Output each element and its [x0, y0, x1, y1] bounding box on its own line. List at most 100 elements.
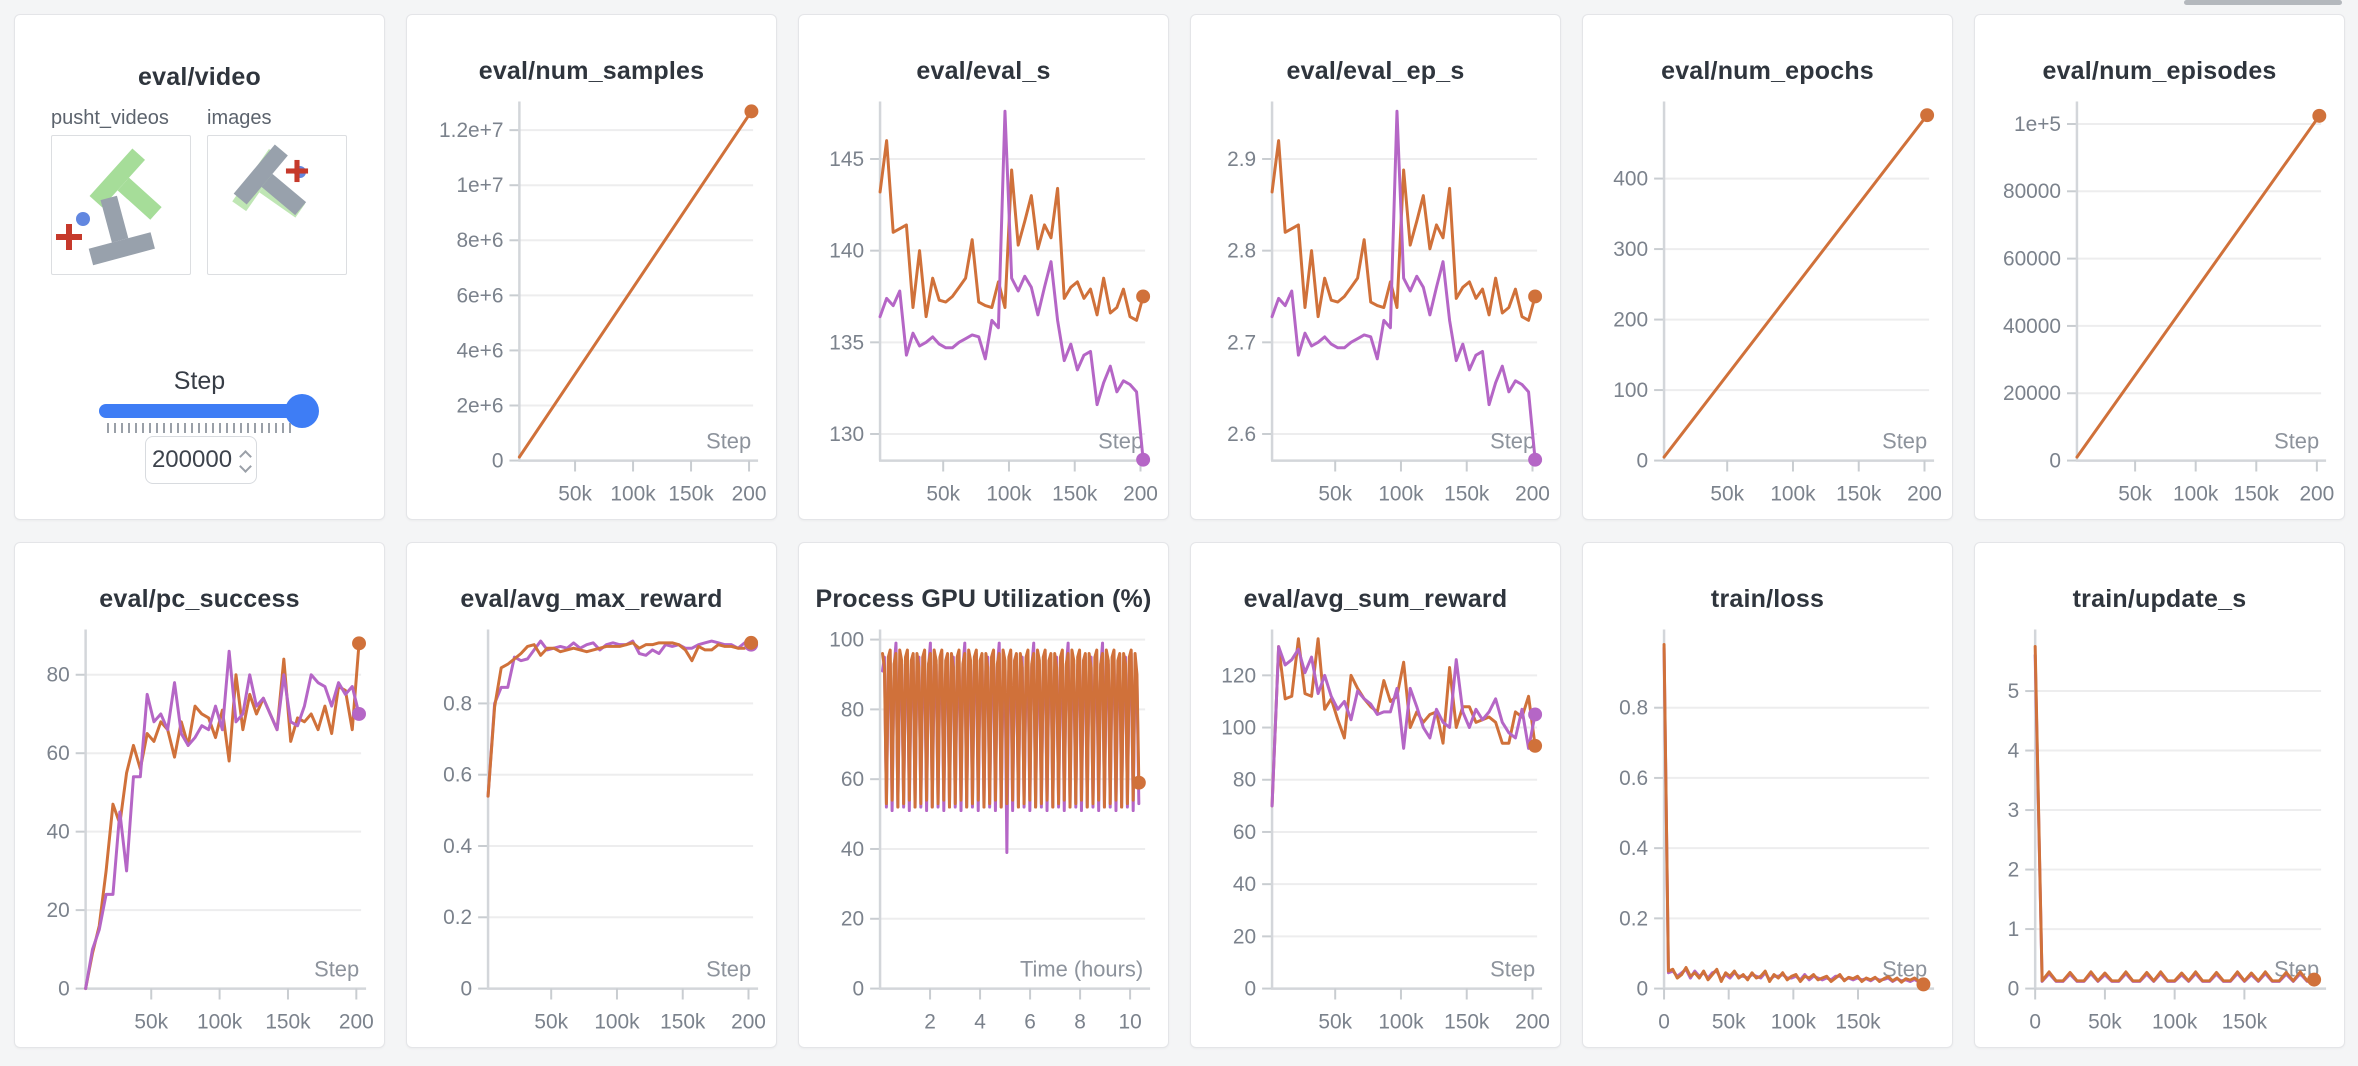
svg-text:100k: 100k	[1378, 482, 1424, 505]
svg-text:100: 100	[1613, 379, 1648, 402]
panel-title: eval/avg_sum_reward	[1243, 585, 1508, 613]
svg-text:20: 20	[46, 899, 69, 922]
images-gray-t-shape	[233, 144, 323, 234]
svg-text:100k: 100k	[197, 1010, 243, 1033]
svg-text:0.2: 0.2	[443, 906, 472, 929]
svg-text:0.8: 0.8	[443, 692, 472, 715]
svg-text:150k: 150k	[2222, 1010, 2268, 1033]
svg-text:40: 40	[841, 838, 864, 861]
svg-text:0: 0	[1637, 978, 1649, 1001]
svg-text:1e+7: 1e+7	[456, 174, 503, 197]
panel-train-loss: train/loss 0 0.2 0.4 0.6 0.8 0 50k 100k 150k Step	[1582, 542, 1953, 1048]
svg-text:1: 1	[2008, 918, 2020, 941]
panel-eval-avg-max-reward: eval/avg_max_reward 0 0.2 0.4 0.6 0.8 50k 100k…	[406, 542, 777, 1048]
svg-text:50k: 50k	[134, 1010, 168, 1033]
step-input[interactable]: 200000	[145, 436, 257, 484]
svg-text:2.7: 2.7	[1227, 331, 1256, 354]
svg-text:140: 140	[829, 240, 864, 263]
svg-text:100k: 100k	[594, 1010, 640, 1033]
svg-text:50k: 50k	[926, 482, 960, 505]
svg-text:100k: 100k	[1771, 1010, 1817, 1033]
svg-text:100: 100	[1221, 717, 1256, 740]
svg-text:60: 60	[841, 768, 864, 791]
svg-text:145: 145	[829, 148, 864, 171]
stepper-down-icon[interactable]	[239, 460, 252, 473]
svg-text:2e+6: 2e+6	[456, 394, 503, 417]
svg-text:200: 200	[2299, 482, 2334, 505]
chart-eval-avg-max-reward[interactable]: 0 0.2 0.4 0.6 0.8 50k 100k 150k 200 Step	[407, 543, 776, 1046]
svg-text:300: 300	[1613, 238, 1648, 261]
svg-text:100k: 100k	[1378, 1010, 1424, 1033]
svg-text:20000: 20000	[2003, 382, 2061, 405]
svg-text:80: 80	[1233, 769, 1256, 792]
media-caption-pusht-videos: pusht_videos	[51, 107, 169, 129]
svg-text:50k: 50k	[2118, 482, 2152, 505]
step-input-steppers[interactable]	[239, 449, 252, 473]
svg-text:200: 200	[731, 1010, 766, 1033]
svg-text:0.4: 0.4	[443, 835, 472, 858]
svg-text:8e+6: 8e+6	[456, 229, 503, 252]
step-slider-handle[interactable]	[285, 394, 319, 428]
svg-text:3: 3	[2008, 799, 2020, 822]
chart-process-gpu-utilization[interactable]: 0 20 40 60 80 100 2 4 6 8 10 Time (hours)	[799, 543, 1168, 1046]
step-input-value[interactable]: 200000	[151, 446, 233, 473]
svg-text:50k: 50k	[1318, 1010, 1352, 1033]
images-goal-cross-icon	[285, 159, 309, 183]
svg-text:150k: 150k	[265, 1010, 311, 1033]
chart-eval-num-epochs[interactable]: 0 100 200 300 400 50k 100k 150k 200 Step	[1583, 15, 1952, 518]
panel-eval-num-samples: eval/num_samples 0 2e+6 4e+6 6e+6 8e+6 1e+7 1.…	[406, 14, 777, 520]
svg-text:0: 0	[1637, 450, 1649, 473]
panel-title: eval/pc_success	[99, 585, 300, 613]
panel-eval-eval-s: eval/eval_s 130 135 140 145 50k 100k 150k 200 St…	[798, 14, 1169, 520]
svg-text:4e+6: 4e+6	[456, 339, 503, 362]
svg-text:0: 0	[492, 450, 504, 473]
svg-text:Step: Step	[2274, 429, 2319, 454]
svg-text:0: 0	[58, 978, 70, 1001]
chart-eval-num-samples[interactable]: 0 2e+6 4e+6 6e+6 8e+6 1e+7 1.2e+7 50k 100k 150k 20…	[407, 15, 776, 518]
svg-text:2: 2	[2008, 859, 2020, 882]
svg-text:200: 200	[1907, 482, 1942, 505]
chart-eval-pc-success[interactable]: 0 20 40 60 80 50k 100k 150k 200 Step	[15, 543, 384, 1046]
svg-text:2.6: 2.6	[1227, 423, 1256, 446]
svg-text:50k: 50k	[2088, 1010, 2122, 1033]
horizontal-scrollbar[interactable]	[2184, 0, 2342, 5]
svg-text:200: 200	[1613, 309, 1648, 332]
panel-title: train/update_s	[2072, 585, 2247, 613]
svg-text:0: 0	[1658, 1010, 1670, 1033]
svg-text:100k: 100k	[2152, 1010, 2198, 1033]
image-thumbnail[interactable]	[207, 135, 347, 275]
svg-text:Step: Step	[706, 957, 751, 982]
panel-title: eval/eval_s	[916, 57, 1051, 85]
svg-text:130: 130	[829, 423, 864, 446]
svg-text:50k: 50k	[1318, 482, 1352, 505]
svg-text:200: 200	[1515, 1010, 1550, 1033]
svg-text:8: 8	[1074, 1010, 1086, 1033]
svg-text:120: 120	[1221, 664, 1256, 687]
svg-text:40: 40	[1233, 873, 1256, 896]
step-slider-label: Step	[173, 367, 226, 395]
svg-text:0.2: 0.2	[1619, 907, 1648, 930]
svg-text:80: 80	[841, 698, 864, 721]
chart-eval-num-episodes[interactable]: 0 20000 40000 60000 80000 1e+5 50k 100k 150k 200 S…	[1975, 15, 2344, 518]
svg-text:150k: 150k	[660, 1010, 706, 1033]
svg-text:150k: 150k	[1444, 482, 1490, 505]
panel-eval-num-epochs: eval/num_epochs 0 100 200 300 400 50k 100k 150k…	[1582, 14, 1953, 520]
svg-text:0: 0	[2029, 1010, 2041, 1033]
pusht-goal-cross-icon	[56, 224, 82, 250]
step-slider[interactable]	[99, 394, 319, 428]
chart-eval-avg-sum-reward[interactable]: 0 20 40 60 80 100 120 50k 100k 150k 200 Step	[1191, 543, 1560, 1046]
svg-text:2.9: 2.9	[1227, 148, 1256, 171]
svg-text:4: 4	[974, 1010, 986, 1033]
svg-text:100: 100	[829, 629, 864, 652]
chart-eval-eval-s[interactable]: 130 135 140 145 50k 100k 150k 200 Step	[799, 15, 1168, 518]
svg-text:6: 6	[1024, 1010, 1036, 1033]
svg-text:100k: 100k	[2173, 482, 2219, 505]
chart-eval-eval-ep-s[interactable]: 2.6 2.7 2.8 2.9 50k 100k 150k 200 Step	[1191, 15, 1560, 518]
svg-text:100k: 100k	[1770, 482, 1816, 505]
svg-text:400: 400	[1613, 168, 1648, 191]
panel-eval-avg-sum-reward: eval/avg_sum_reward 0 20 40 60 80 100 120 50k 10…	[1190, 542, 1561, 1048]
svg-text:40000: 40000	[2003, 315, 2061, 338]
video-thumbnail-pusht[interactable]	[51, 135, 191, 275]
